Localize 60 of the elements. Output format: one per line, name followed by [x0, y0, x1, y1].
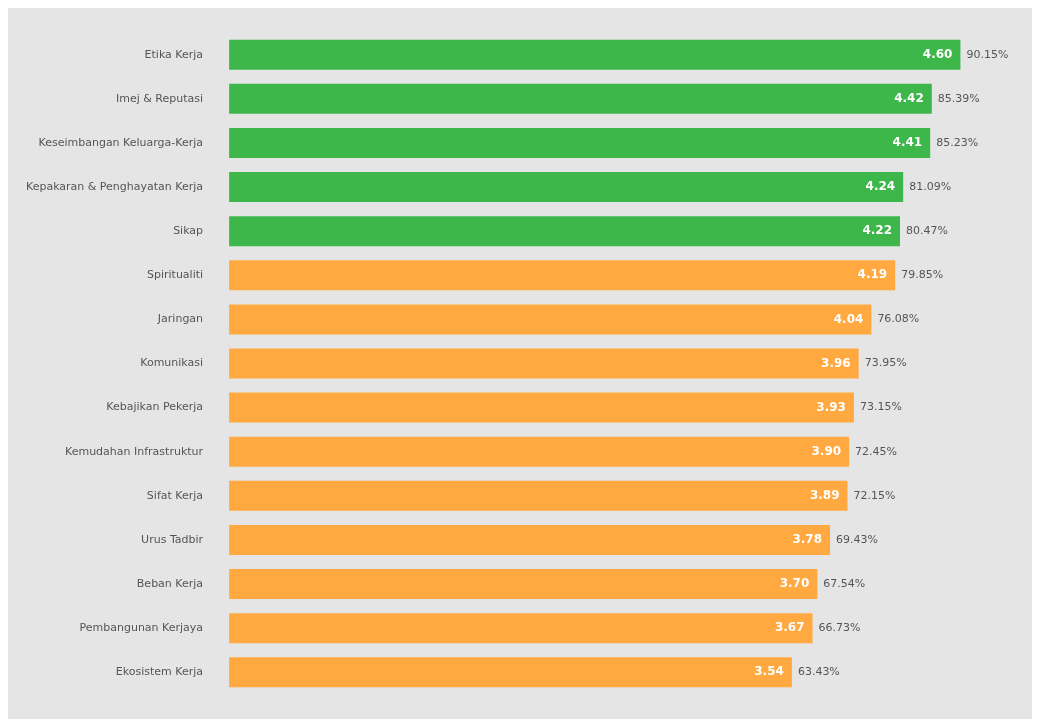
y-tick-label: Etika Kerja: [144, 47, 204, 61]
annotation: 81.09%: [909, 179, 952, 193]
annotation: 66.73%: [818, 621, 861, 635]
annotation: 85.23%: [936, 135, 979, 149]
y-tick-label: Komunikasi: [140, 356, 204, 370]
bar: [229, 348, 859, 379]
y-tick-label: Sikap: [173, 224, 204, 237]
data-label: 3.96: [821, 355, 851, 370]
data-label: 4.41: [892, 135, 923, 150]
y-tick-label: Spiritualiti: [146, 268, 204, 282]
data-label: 4.42: [894, 90, 924, 105]
bar: [229, 304, 872, 335]
data-label: 3.93: [816, 399, 846, 414]
data-label: 4.04: [833, 311, 864, 326]
annotation: 76.08%: [877, 312, 920, 326]
annotation: 69.43%: [836, 532, 878, 546]
data-label: 3.67: [774, 620, 805, 635]
bar: [229, 127, 931, 158]
y-tick-label: Jaringan: [156, 312, 204, 326]
annotation: 72.45%: [855, 444, 898, 458]
annotation: 80.47%: [905, 224, 948, 237]
data-label: 4.22: [862, 223, 892, 238]
y-tick-label: Kemudahan Infrastruktur: [64, 444, 204, 458]
data-label: 3.78: [792, 532, 823, 547]
y-tick-label: Kebajikan Pekerja: [106, 400, 204, 414]
data-label: 4.24: [865, 179, 896, 194]
annotation: 79.85%: [901, 268, 944, 282]
bar: [229, 613, 813, 644]
y-tick-label: Sifat Kerja: [146, 488, 204, 502]
bar: [229, 569, 818, 600]
data-label: 3.54: [754, 664, 784, 679]
data-label: 3.89: [809, 487, 840, 502]
bar: [229, 392, 854, 423]
annotation: 63.43%: [797, 665, 840, 679]
annotation: 85.39%: [937, 91, 980, 105]
bar: [229, 216, 900, 247]
y-tick-label: Keseimbangan Keluarga-Kerja: [38, 135, 204, 149]
annotation: 73.15%: [859, 400, 902, 414]
data-label: 3.70: [779, 576, 810, 591]
y-tick-label: Pembangunan Kerjaya: [79, 621, 204, 635]
data-label: 4.60: [922, 46, 953, 61]
y-tick-label: Imej & Reputasi: [116, 91, 204, 105]
bar: [229, 480, 848, 511]
bar: [229, 657, 792, 688]
y-tick-label: Beban Kerja: [136, 576, 204, 590]
bar: [229, 524, 831, 555]
bar: [229, 436, 850, 467]
bar: [229, 260, 896, 291]
y-tick-label: Ekosistem Kerja: [115, 665, 204, 679]
y-tick-label: Kepakaran & Penghayatan Kerja: [25, 179, 204, 193]
annotation: 73.95%: [864, 356, 907, 370]
data-label: 3.90: [811, 443, 842, 458]
bar: [229, 172, 904, 203]
bar: [229, 39, 961, 70]
data-label: 4.19: [857, 267, 888, 282]
annotation: 67.54%: [823, 576, 866, 590]
annotation: 90.15%: [966, 47, 1009, 61]
y-tick-label: Urus Tadbir: [141, 532, 204, 546]
bar: [229, 83, 932, 114]
annotation: 72.15%: [853, 488, 896, 502]
